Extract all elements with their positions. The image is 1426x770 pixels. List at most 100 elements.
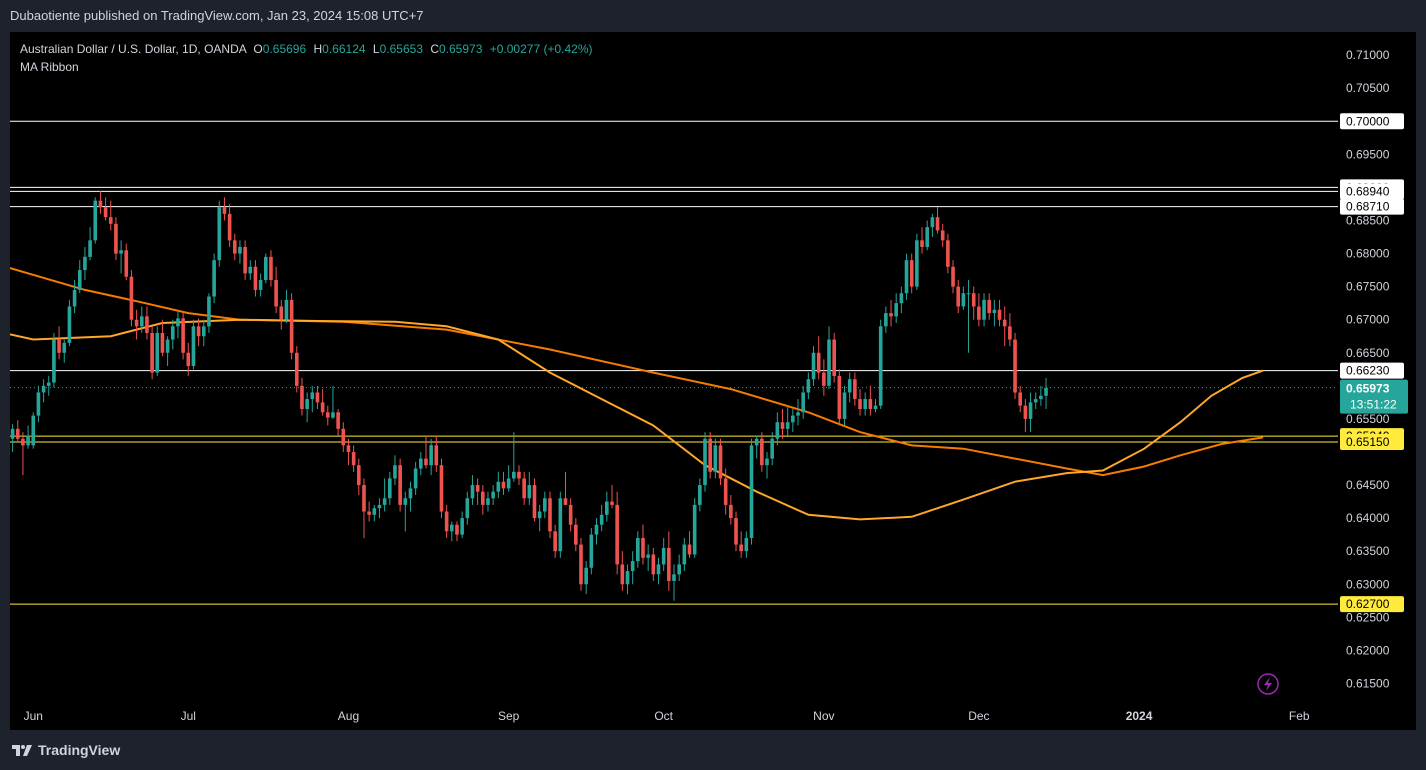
candle-body[interactable] xyxy=(620,564,625,585)
candle-body[interactable] xyxy=(387,478,392,499)
candle-body[interactable] xyxy=(232,240,237,254)
level-tag-0.66230[interactable] xyxy=(1340,362,1404,379)
candle-body[interactable] xyxy=(294,352,299,386)
candle-body[interactable] xyxy=(517,471,521,479)
candle-body[interactable] xyxy=(692,504,697,555)
candle-body[interactable] xyxy=(196,326,201,337)
candle-body[interactable] xyxy=(114,223,118,254)
candle-body[interactable] xyxy=(909,260,914,287)
candle-body[interactable] xyxy=(434,445,439,466)
candle-body[interactable] xyxy=(336,412,340,429)
candle-body[interactable] xyxy=(537,511,542,519)
candle-body[interactable] xyxy=(398,465,402,505)
candle-body[interactable] xyxy=(532,485,537,519)
candle-body[interactable] xyxy=(873,405,878,409)
candle-body[interactable] xyxy=(362,485,366,512)
candle-body[interactable] xyxy=(1033,399,1038,403)
candle-body[interactable] xyxy=(925,227,930,247)
candle-body[interactable] xyxy=(630,561,635,572)
candle-body[interactable] xyxy=(677,564,681,575)
candle-body[interactable] xyxy=(853,379,857,400)
candle-body[interactable] xyxy=(21,438,25,446)
candle-body[interactable] xyxy=(961,293,966,307)
candle-body[interactable] xyxy=(816,352,821,373)
candle-body[interactable] xyxy=(243,246,247,274)
candle-body[interactable] xyxy=(574,524,578,545)
candle-body[interactable] xyxy=(708,438,712,472)
candle-body[interactable] xyxy=(641,537,645,558)
candle-body[interactable] xyxy=(351,451,356,466)
candle-body[interactable] xyxy=(408,488,413,499)
candle-body[interactable] xyxy=(15,428,20,439)
candle-body[interactable] xyxy=(170,326,175,340)
candle-body[interactable] xyxy=(36,392,41,416)
candle-body[interactable] xyxy=(150,332,154,373)
candle-body[interactable] xyxy=(103,207,108,218)
candle-body[interactable] xyxy=(982,299,986,320)
candle-body[interactable] xyxy=(176,318,180,327)
candle-body[interactable] xyxy=(52,339,56,383)
candle-body[interactable] xyxy=(274,280,278,307)
candle-body[interactable] xyxy=(382,498,387,505)
candle-body[interactable] xyxy=(672,574,676,581)
candle-body[interactable] xyxy=(41,385,46,393)
candle-body[interactable] xyxy=(563,498,568,505)
candle-body[interactable] xyxy=(475,485,480,492)
candle-body[interactable] xyxy=(894,303,899,317)
candle-body[interactable] xyxy=(491,491,495,499)
candle-body[interactable] xyxy=(744,537,749,552)
candle-body[interactable] xyxy=(88,240,92,257)
candle-body[interactable] xyxy=(858,399,862,409)
candle-body[interactable] xyxy=(827,339,831,386)
candle-body[interactable] xyxy=(212,260,216,297)
candle-body[interactable] xyxy=(356,465,361,486)
candle-body[interactable] xyxy=(269,256,273,281)
candle-body[interactable] xyxy=(682,544,687,565)
candle-body[interactable] xyxy=(207,296,211,327)
candle-body[interactable] xyxy=(739,544,743,552)
candle-body[interactable] xyxy=(155,332,160,373)
candle-body[interactable] xyxy=(377,504,382,509)
candle-body[interactable] xyxy=(186,352,191,366)
candle-body[interactable] xyxy=(470,485,475,499)
candle-body[interactable] xyxy=(806,379,811,393)
candle-body[interactable] xyxy=(124,250,129,277)
candle-body[interactable] xyxy=(279,306,284,320)
candle-body[interactable] xyxy=(134,319,139,327)
level-tag-0.62700[interactable] xyxy=(1340,596,1404,613)
level-tag-0.68710[interactable] xyxy=(1340,198,1404,215)
candle-body[interactable] xyxy=(687,544,692,555)
candle-body[interactable] xyxy=(1018,392,1023,406)
candle-body[interactable] xyxy=(997,309,1002,320)
candle-body[interactable] xyxy=(615,504,619,565)
candle-body[interactable] xyxy=(940,230,945,241)
candle-body[interactable] xyxy=(992,309,997,314)
candle-body[interactable] xyxy=(527,485,532,499)
candle-body[interactable] xyxy=(599,514,604,525)
candle-body[interactable] xyxy=(796,412,800,416)
candle-body[interactable] xyxy=(646,554,650,558)
level-tag-0.70000[interactable] xyxy=(1340,113,1404,130)
candle-body[interactable] xyxy=(667,547,671,581)
candle-body[interactable] xyxy=(723,478,728,505)
candle-body[interactable] xyxy=(904,260,909,294)
candle-body[interactable] xyxy=(26,435,30,446)
candle-body[interactable] xyxy=(160,332,165,353)
candle-body[interactable] xyxy=(594,524,599,535)
candle-body[interactable] xyxy=(201,326,206,337)
candle-body[interactable] xyxy=(801,392,805,413)
candle-body[interactable] xyxy=(227,213,232,241)
candle-body[interactable] xyxy=(930,217,935,228)
candle-body[interactable] xyxy=(129,276,134,320)
candle-body[interactable] xyxy=(651,554,656,575)
candle-body[interactable] xyxy=(341,428,346,446)
last-price-tag[interactable] xyxy=(1340,379,1408,414)
candle-body[interactable] xyxy=(10,428,15,439)
candle-body[interactable] xyxy=(501,481,506,489)
candle-body[interactable] xyxy=(822,372,826,386)
price-chart[interactable]: 0.71000 0.70500 0.69500 0.68500 0.68000 0.675… xyxy=(10,32,1416,730)
legend-indicator[interactable]: MA Ribbon xyxy=(20,60,79,74)
candle-body[interactable] xyxy=(403,498,408,505)
candle-body[interactable] xyxy=(62,342,67,353)
candle-body[interactable] xyxy=(108,217,113,224)
